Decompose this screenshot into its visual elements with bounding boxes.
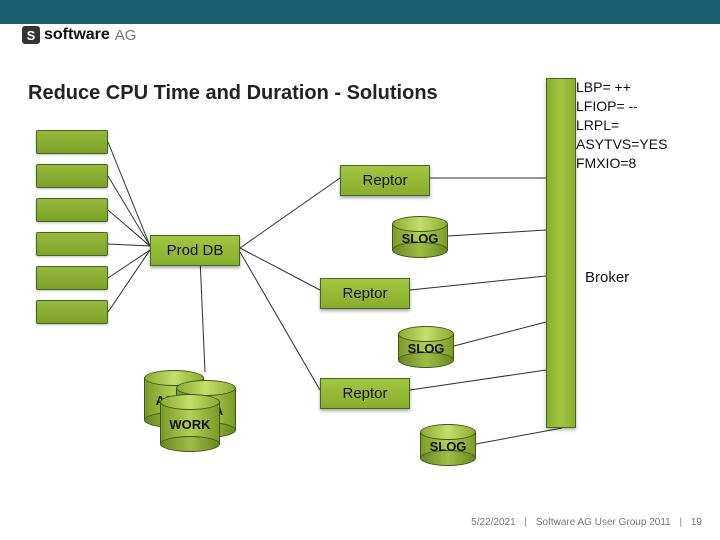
logo-icon: S [22, 26, 40, 44]
cylinder-slog: SLOG [420, 424, 476, 466]
footer: 5/22/2021 | Software AG User Group 2011 … [471, 517, 702, 528]
cylinder-label: SLOG [398, 341, 454, 356]
topbar [0, 0, 720, 24]
param-line: ASYTVS=YES [576, 135, 667, 154]
node-prod-db: Prod DB [150, 235, 240, 266]
bar-item [36, 164, 108, 188]
footer-date: 5/22/2021 [471, 517, 516, 528]
bar-item [36, 266, 108, 290]
bar-item [36, 198, 108, 222]
bar-item [36, 232, 108, 256]
cylinder-label: WORK [160, 417, 220, 432]
cylinder-label: SLOG [392, 231, 448, 246]
logo-text-light: AG [115, 27, 137, 44]
param-line: LFIOP= -- [576, 97, 667, 116]
page-title: Reduce CPU Time and Duration - Solutions [28, 82, 438, 105]
bar-item [36, 300, 108, 324]
node-reptor: Reptor [320, 278, 410, 309]
cylinder-slog: SLOG [398, 326, 454, 368]
param-line: FMXIO=8 [576, 154, 667, 173]
cylinder-work: WORK [160, 394, 220, 452]
logo-text-bold: software [44, 26, 110, 44]
footer-page: 19 [691, 517, 702, 528]
node-reptor: Reptor [340, 165, 430, 196]
param-line: LRPL= [576, 116, 667, 135]
params-block: LBP= ++ LFIOP= -- LRPL= ASYTVS=YES FMXIO… [576, 78, 667, 172]
cylinder-slog: SLOG [392, 216, 448, 258]
param-line: LBP= ++ [576, 78, 667, 97]
broker-label: Broker [585, 269, 629, 286]
cylinder-label: SLOG [420, 439, 476, 454]
broker-bar: Broker [546, 78, 576, 428]
logo: S software AG [22, 26, 136, 44]
bar-item [36, 130, 108, 154]
node-reptor: Reptor [320, 378, 410, 409]
bar-stack [36, 130, 108, 334]
footer-center: Software AG User Group 2011 [536, 517, 671, 528]
